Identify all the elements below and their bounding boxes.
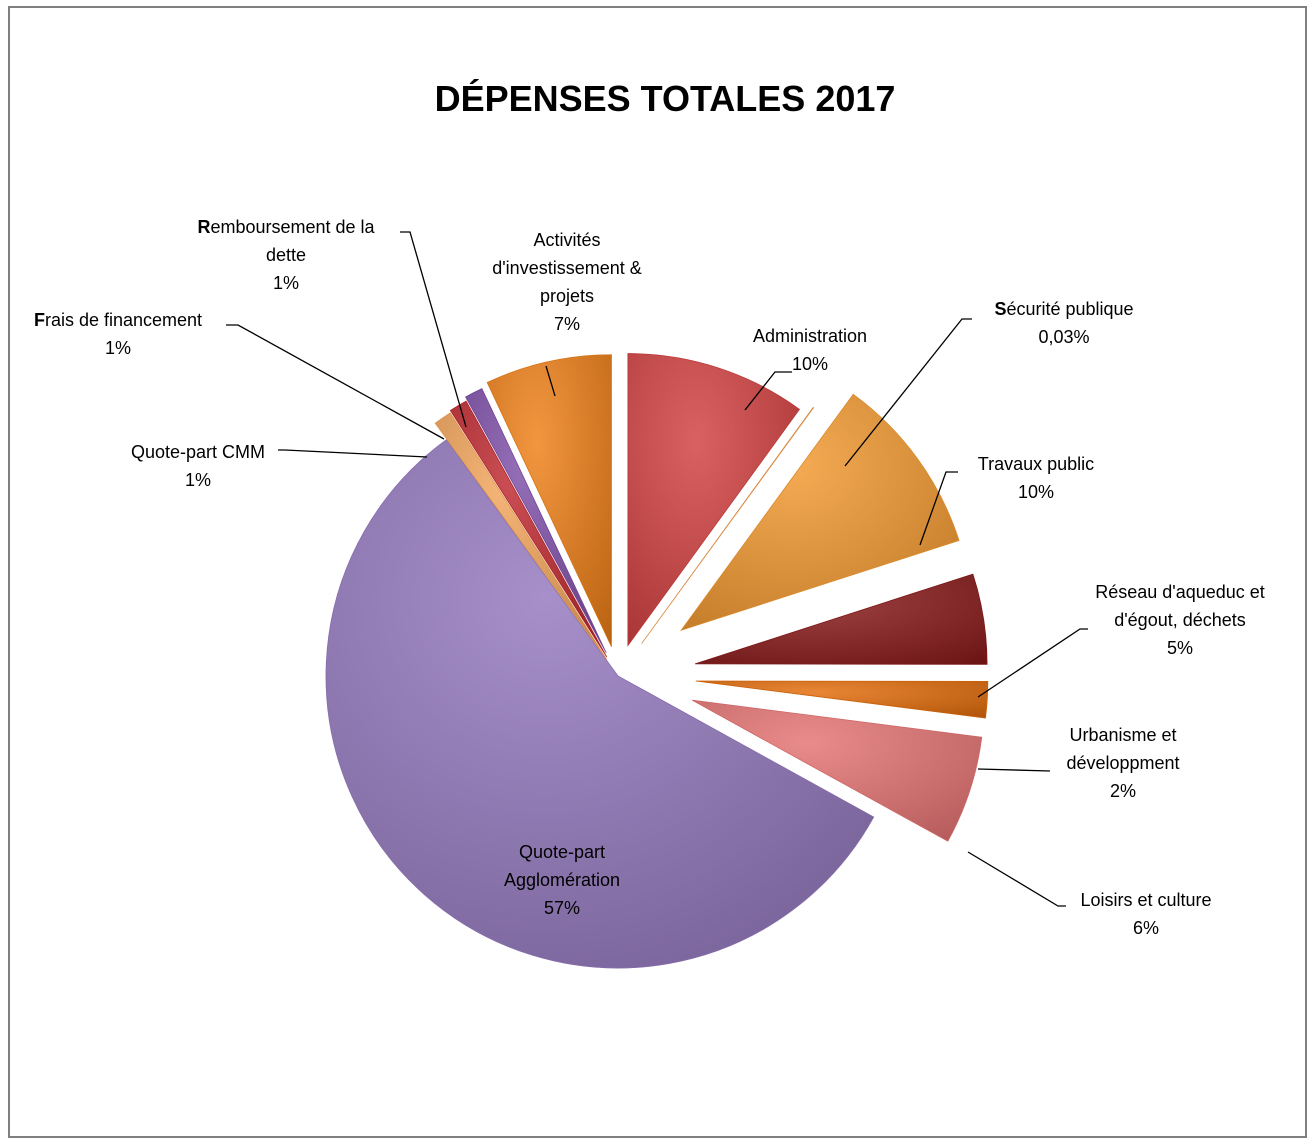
slice-label-3: Travaux public 10% xyxy=(978,454,1094,502)
slice-label-1: Administration 10% xyxy=(753,326,867,374)
leader-line-4 xyxy=(977,628,1088,698)
pie-slice-10 xyxy=(465,388,607,654)
slice-label-8: Quote-part CMM 1% xyxy=(131,442,265,490)
leader-line-8 xyxy=(278,449,428,458)
leader-line-5 xyxy=(977,768,1051,772)
leader-line-10 xyxy=(400,231,467,428)
pie-slice-4 xyxy=(694,573,988,665)
slice-label-2: Sécurité publique 0,03% xyxy=(994,299,1133,347)
slice-label-11: Activités d'investissement & projets 7% xyxy=(492,230,642,334)
pie-slice-6 xyxy=(691,699,983,842)
slice-label-7: Quote-part Agglomération 57% xyxy=(504,842,620,918)
leader-line-1 xyxy=(744,371,792,411)
pie-slice-3 xyxy=(680,393,960,632)
leader-line-3 xyxy=(919,471,958,546)
leader-line-2 xyxy=(844,318,972,467)
chart-title: DÉPENSES TOTALES 2017 xyxy=(434,78,896,119)
slice-label-4: Réseau d'aqueduc et d'égout, déchets 5% xyxy=(1095,582,1265,658)
pie-slice-8 xyxy=(434,412,608,660)
leader-line-11 xyxy=(545,365,556,397)
pie-slice-1 xyxy=(627,353,801,647)
leader-line-6 xyxy=(967,851,1066,907)
pie-slice-11 xyxy=(486,354,612,647)
pie-slice-7 xyxy=(325,439,875,969)
slice-label-10: Remboursement de la dette 1% xyxy=(197,217,375,293)
pie-slice-5 xyxy=(695,680,989,719)
pie-slice-9 xyxy=(449,400,608,658)
slice-label-5: Urbanisme et développment 2% xyxy=(1066,725,1179,801)
slice-label-9: Frais de financement 1% xyxy=(34,310,202,358)
leader-line-9 xyxy=(226,324,445,440)
slice-label-6: Loisirs et culture 6% xyxy=(1080,890,1211,938)
pie-slice-2 xyxy=(641,406,815,644)
